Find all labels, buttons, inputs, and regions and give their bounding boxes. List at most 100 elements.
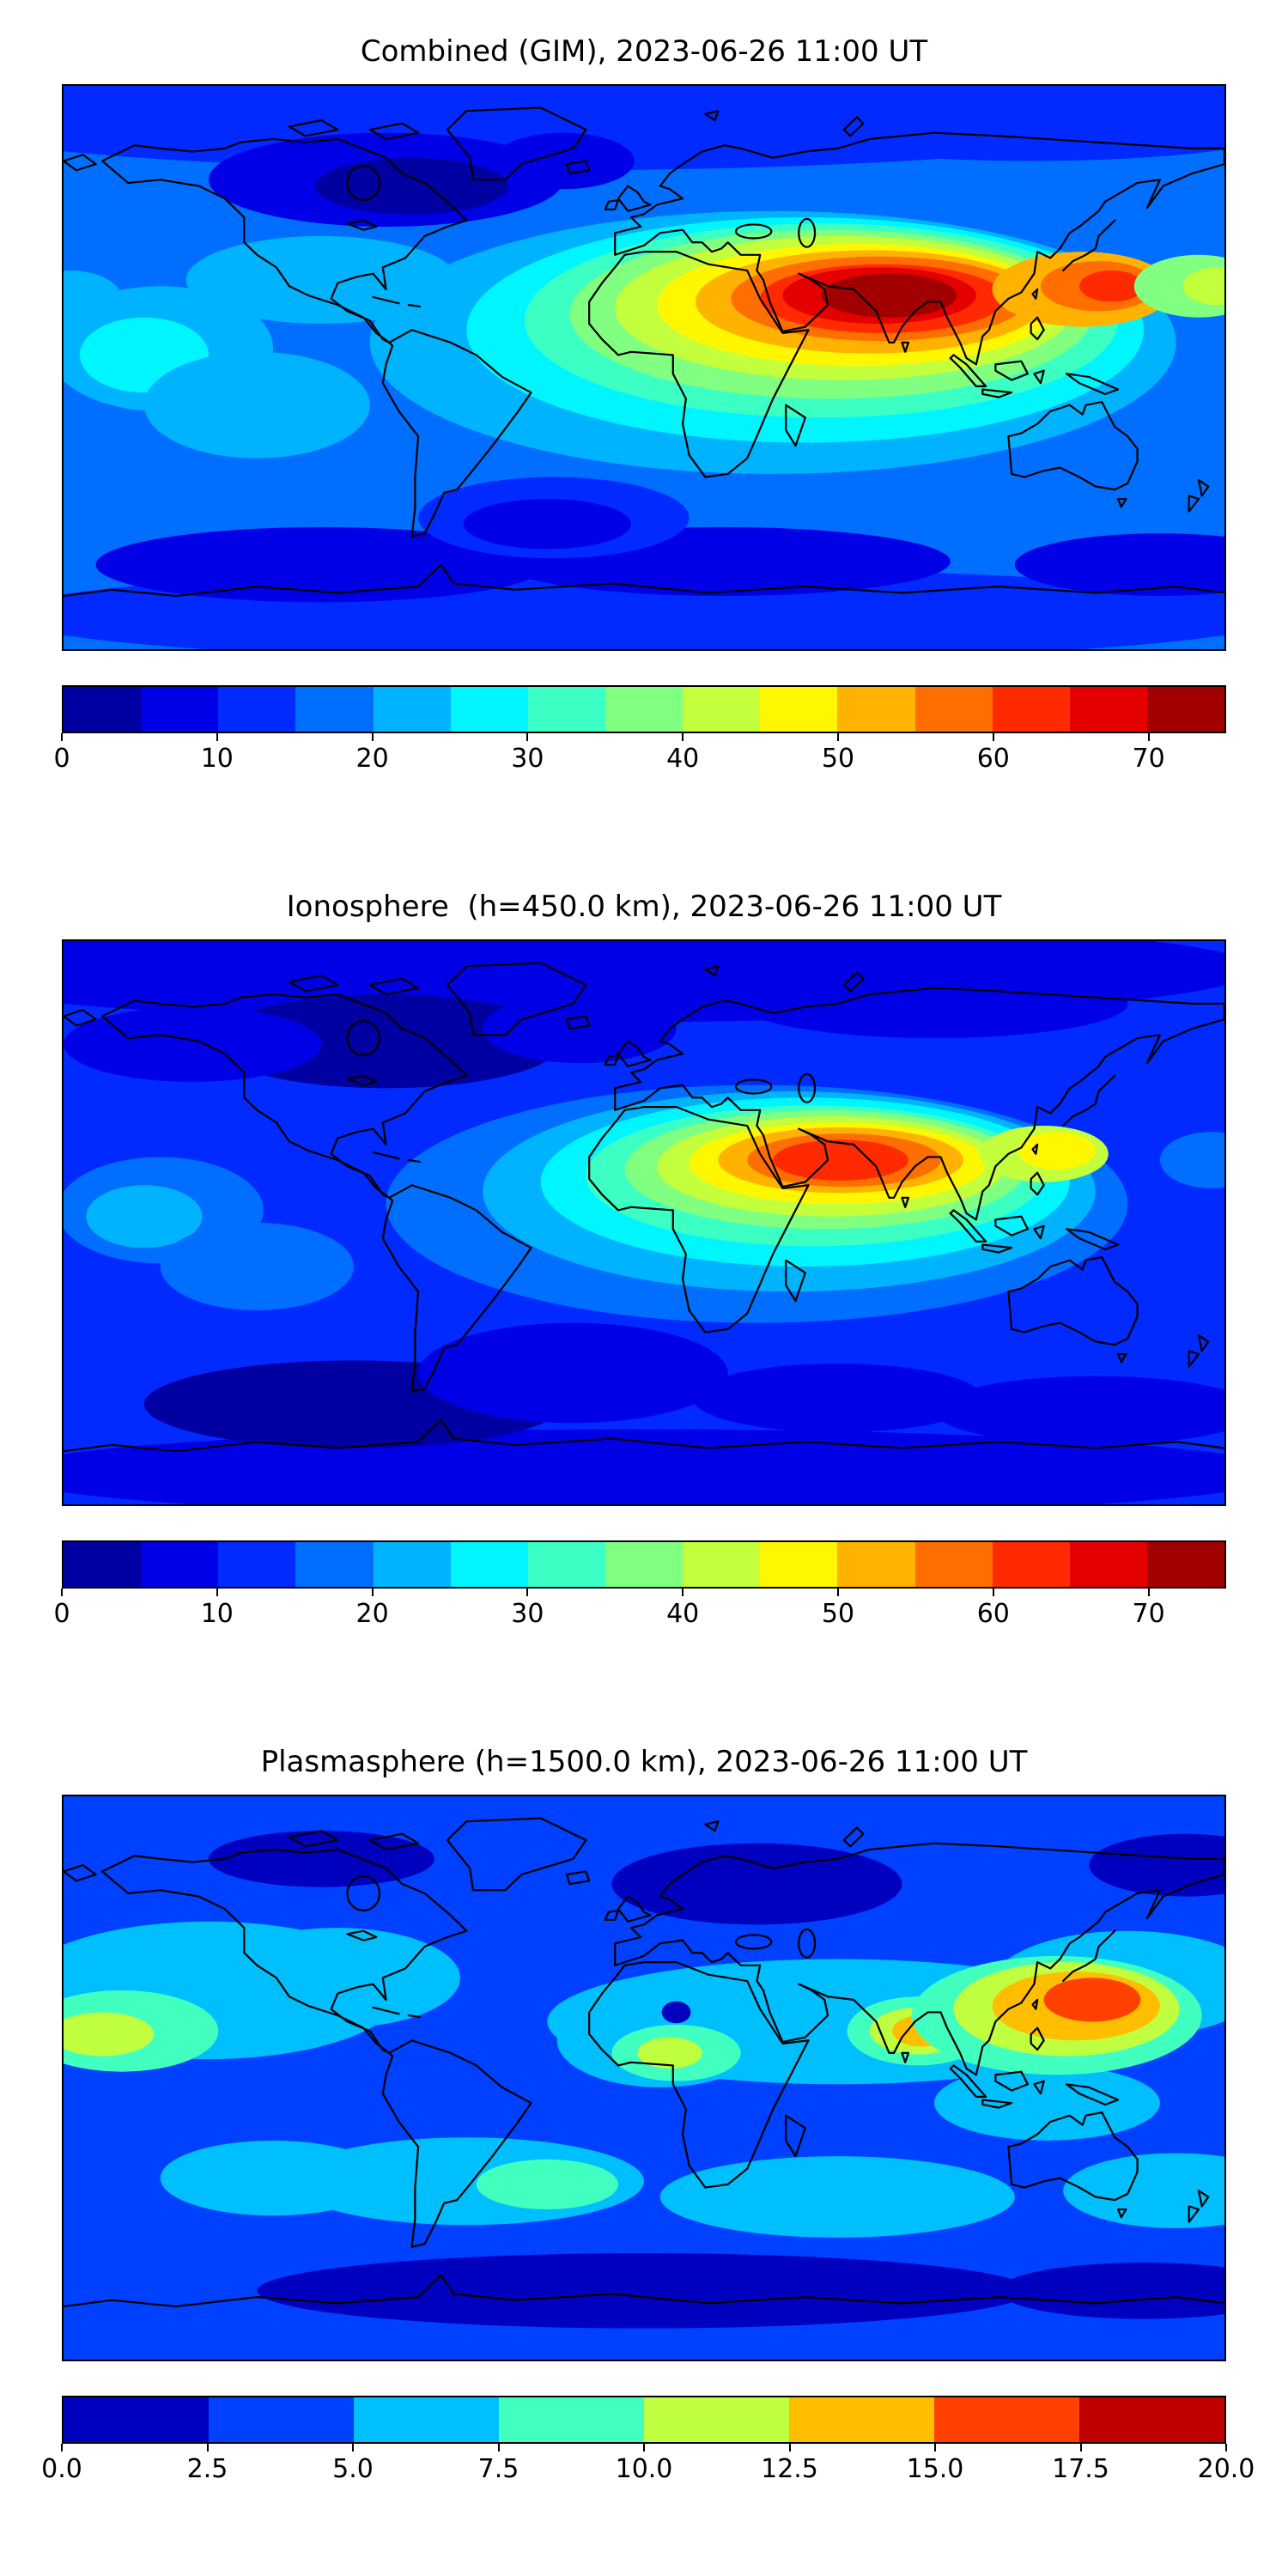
contour-band xyxy=(492,132,635,190)
colorbar-tick-label: 10 xyxy=(200,744,234,774)
colorbar-segment xyxy=(373,1542,451,1587)
contour-band xyxy=(215,1928,460,2028)
map-ionosphere xyxy=(62,939,1226,1506)
contour-band xyxy=(661,2001,691,2024)
colorbar-tick-label: 70 xyxy=(1132,1599,1165,1629)
colorbar-tick-label: 10.0 xyxy=(615,2454,673,2484)
colorbar-wrap-combined: 0 10 20 30 40 50 60 70 xyxy=(53,685,1226,776)
colorbar-tick-label: 7.5 xyxy=(477,2454,519,2484)
colorbar-tick-mark xyxy=(682,733,684,741)
contour-band xyxy=(64,270,122,327)
colorbar-tick-mark xyxy=(837,1589,839,1596)
contour-band xyxy=(1018,1132,1096,1170)
panel-plasmasphere: Plasmasphere (h=1500.0 km), 2023-06-26 1… xyxy=(0,1710,1288,2487)
contour-band xyxy=(1182,267,1224,306)
contour-band xyxy=(773,1139,908,1181)
contour-band xyxy=(1159,1132,1224,1188)
colorbar-tick-mark xyxy=(497,2444,500,2451)
colorbar-tick-mark xyxy=(371,1589,374,1596)
colorbar-segment xyxy=(992,687,1070,732)
colorbar-tick-mark xyxy=(216,1589,218,1596)
colorbar-tick-mark xyxy=(61,733,63,741)
colorbar-tick-mark xyxy=(1147,1589,1150,1596)
contour-band xyxy=(882,281,948,310)
colorbar-tick-mark xyxy=(1079,2444,1082,2451)
colorbar-segment xyxy=(605,687,683,732)
figure-root: Combined (GIM), 2023-06-26 11:00 UT 0 10 2… xyxy=(0,34,1288,2487)
colorbar-tick-label: 12.5 xyxy=(761,2454,818,2484)
colorbar-segment xyxy=(1146,687,1225,732)
colorbar-tick-mark xyxy=(371,733,374,741)
colorbar-segment xyxy=(914,1542,993,1587)
map-plasmasphere xyxy=(62,1795,1226,2361)
colorbar-tick-mark xyxy=(352,2444,354,2451)
colorbar-tick-label: 20 xyxy=(355,744,389,774)
colorbar-segment xyxy=(450,687,528,732)
colorbar-tick-label: 50 xyxy=(821,744,855,774)
colorbar-segment xyxy=(295,687,374,732)
colorbar-tick-label: 30 xyxy=(511,744,544,774)
panel-title-plasmasphere: Plasmasphere (h=1500.0 km), 2023-06-26 1… xyxy=(260,1745,1028,1779)
colorbar-segment xyxy=(209,2397,354,2442)
colorbar-segment xyxy=(1069,687,1147,732)
colorbar-tick-mark xyxy=(526,1589,529,1596)
colorbar-tick-mark xyxy=(682,1589,684,1596)
colorbar-plasmasphere xyxy=(62,2396,1226,2444)
contour-band xyxy=(476,2159,618,2210)
colorbar-segment xyxy=(760,1542,838,1587)
panel-ionosphere: Ionosphere (h=450.0 km), 2023-06-26 11:0… xyxy=(0,855,1288,1631)
contour-band xyxy=(257,2253,1031,2329)
colorbar-tick-mark xyxy=(934,2444,936,2451)
colorbar-tick-mark xyxy=(206,2444,209,2451)
colorbar-segment xyxy=(1069,1542,1147,1587)
colorbar-segment xyxy=(644,2397,789,2442)
contour-band xyxy=(95,526,548,603)
colorbar-segment xyxy=(218,687,296,732)
colorbar-tick-mark xyxy=(788,2444,791,2451)
contour-map-svg-ionosphere xyxy=(64,941,1224,1504)
colorbar-tick-label: 70 xyxy=(1132,744,1165,774)
contour-band xyxy=(740,969,1128,1038)
colorbar-tick-mark xyxy=(526,733,529,741)
colorbar-tick-mark xyxy=(643,2444,645,2451)
colorbar-segment xyxy=(527,1542,605,1587)
contour-band xyxy=(64,2012,155,2057)
contour-band xyxy=(160,2140,386,2216)
contour-band xyxy=(64,1006,322,1082)
colorbar-segment xyxy=(1079,2397,1224,2442)
colorbar-segment xyxy=(683,687,761,732)
colorbar-ionosphere xyxy=(62,1540,1226,1589)
colorbar-tick-label: 40 xyxy=(666,744,700,774)
panel-title-combined: Combined (GIM), 2023-06-26 11:00 UT xyxy=(360,34,928,69)
colorbar-segment xyxy=(295,1542,374,1587)
colorbar-tick-label: 20 xyxy=(355,1599,389,1629)
colorbar-segment xyxy=(527,687,605,732)
colorbar-segment xyxy=(64,2397,209,2442)
colorbar-tick-mark xyxy=(61,1589,63,1596)
contour-map-svg-combined xyxy=(64,86,1224,649)
colorbar-tick-labels-plasmasphere: 0.0 2.5 5.0 7.5 10.0 12.5 15.0 17.5 20.0 xyxy=(41,2444,1255,2487)
colorbar-segment xyxy=(499,2397,644,2442)
colorbar-tick-label: 17.5 xyxy=(1052,2454,1109,2484)
colorbar-combined xyxy=(62,685,1226,733)
colorbar-tick-label: 0 xyxy=(53,744,70,774)
colorbar-tick-mark xyxy=(837,733,839,741)
colorbar-segment xyxy=(837,1542,915,1587)
colorbar-segment xyxy=(837,687,915,732)
contour-band xyxy=(1014,533,1224,597)
colorbar-tick-label: 0.0 xyxy=(41,2454,82,2484)
colorbar-tick-label: 30 xyxy=(511,1599,544,1629)
colorbar-segment xyxy=(605,1542,683,1587)
colorbar-segment xyxy=(450,1542,528,1587)
colorbar-tick-label: 2.5 xyxy=(186,2454,228,2484)
contour-band xyxy=(1089,1833,1224,1897)
contour-band xyxy=(934,1376,1224,1445)
map-combined xyxy=(62,84,1226,651)
colorbar-tick-label: 20.0 xyxy=(1197,2454,1255,2484)
colorbar-segment xyxy=(760,687,838,732)
contour-band xyxy=(314,157,509,215)
colorbar-tick-label: 10 xyxy=(200,1599,234,1629)
colorbar-segment xyxy=(1146,1542,1225,1587)
colorbar-tick-labels-ionosphere: 0 10 20 30 40 50 60 70 xyxy=(53,1589,1226,1631)
colorbar-tick-label: 60 xyxy=(976,1599,1010,1629)
